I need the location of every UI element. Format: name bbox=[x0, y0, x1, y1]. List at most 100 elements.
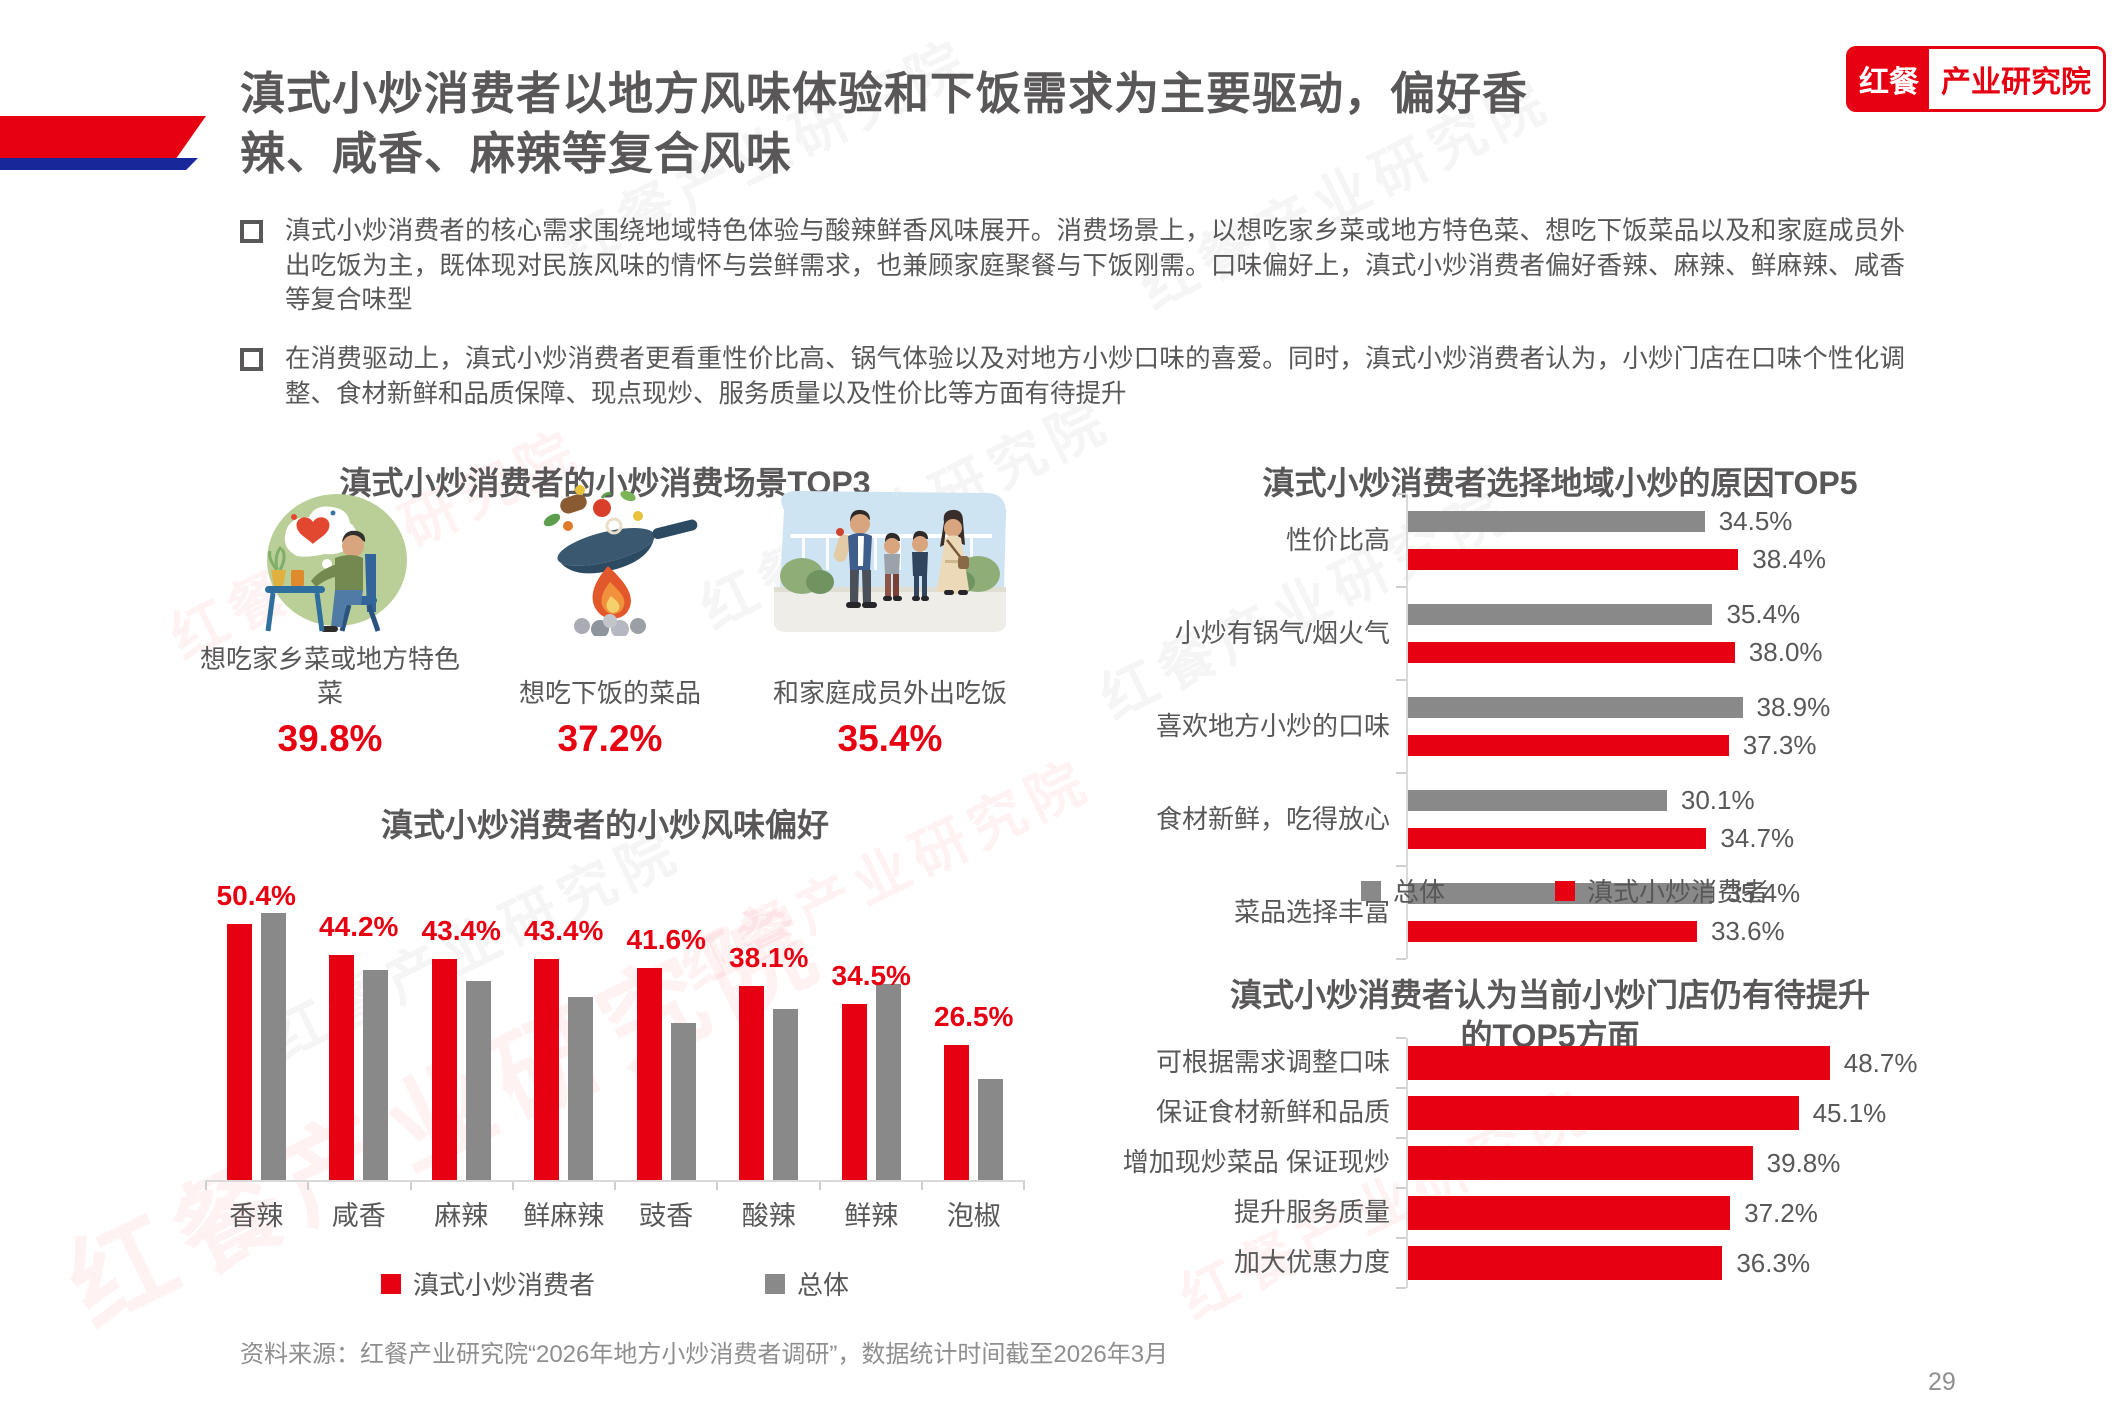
bar-滇式小炒消费者 bbox=[226, 923, 252, 1180]
chart-category-row: 保证食材新鲜和品质 45.1% bbox=[1105, 1087, 2025, 1138]
category-label: 小炒有锅气/烟火气 bbox=[1174, 617, 1390, 648]
category-bars: 45.1% bbox=[1396, 1087, 2025, 1138]
bar-value-label: 38.4% bbox=[1752, 544, 1826, 574]
bar-line: 33.6% bbox=[1408, 916, 2025, 947]
bar-line: 37.2% bbox=[1408, 1196, 2025, 1230]
data-source-note: 资料来源：红餐产业研究院“2026年地方小炒消费者调研”，数据统计时间截至202… bbox=[240, 1341, 1169, 1368]
bar-滇式小炒消费者 bbox=[1408, 735, 1729, 756]
category-label: 加大优惠力度 bbox=[1233, 1247, 1390, 1278]
flavor-bar-group: 44.2% bbox=[308, 888, 411, 1180]
category-label: 喜欢地方小炒的口味 bbox=[1155, 710, 1390, 741]
bar-line: 38.9% bbox=[1408, 692, 2025, 723]
bar-总体 bbox=[1408, 604, 1713, 625]
flavor-bar-group: 41.6% bbox=[615, 888, 718, 1180]
axis-tick bbox=[409, 1182, 412, 1190]
bar-总体 bbox=[363, 970, 389, 1180]
legend-color-swatch bbox=[1360, 880, 1381, 901]
scene-card-rice-dish: 想吃下饭的菜品 37.2% bbox=[470, 484, 750, 760]
flavor-bar-group: 38.1% bbox=[718, 888, 821, 1180]
bar-总体 bbox=[670, 1022, 696, 1180]
scene-label: 想吃下饭的菜品 bbox=[518, 677, 701, 708]
flavor-chart-categories: 香辣 咸香 麻辣 鲜麻辣 豉香 酸辣 鲜辣 泡椒 bbox=[205, 1194, 1025, 1233]
bar-value-label: 39.8% bbox=[1766, 1147, 1841, 1178]
bar-value-label: 41.6% bbox=[626, 924, 706, 956]
improve-chart: 可根据需求调整口味 48.7% 保证食材新鲜和品质 45.1% 增加现炒菜品 保证现炒 3… bbox=[1105, 1037, 2025, 1289]
flavor-chart-axis-ticks bbox=[205, 1182, 1025, 1190]
category-label: 增加现炒菜品 保证现炒 bbox=[1122, 1147, 1390, 1178]
bar-滇式小炒消费者 bbox=[1408, 1096, 1799, 1130]
category-bars: 37.2% bbox=[1396, 1187, 2025, 1238]
scene-card-hometown: 想吃家乡菜或地方特色菜 39.8% bbox=[190, 484, 470, 760]
header-accent-blue-shape bbox=[0, 158, 198, 170]
chart-category-row: 提升服务质量 37.2% bbox=[1105, 1187, 2025, 1238]
reasons-chart: 性价比高 34.5% 38.4% 小炒有锅气/烟火气 35.4% 38.0% 喜欢地方小炒的… bbox=[1105, 493, 2025, 960]
bar-总体 bbox=[1408, 511, 1705, 532]
axis-tick bbox=[1023, 1182, 1025, 1190]
brand-logo-mark: 红餐 bbox=[1849, 49, 1929, 109]
bar-滇式小炒消费者 bbox=[636, 968, 662, 1180]
scene-label: 和家庭成员外出吃饭 bbox=[772, 677, 1007, 708]
flavor-bar-group: 50.4% bbox=[205, 880, 308, 1180]
bar-value-label: 45.1% bbox=[1812, 1097, 1887, 1128]
bar-line: 35.4% bbox=[1408, 599, 2025, 630]
axis-tick bbox=[716, 1182, 719, 1190]
legend-item: 总体 bbox=[1360, 872, 1445, 909]
axis-tick bbox=[511, 1182, 514, 1190]
bar-pair bbox=[431, 959, 491, 1180]
chart-category-row: 可根据需求调整口味 48.7% bbox=[1105, 1037, 2025, 1088]
bar-总体 bbox=[465, 981, 491, 1180]
bar-line: 39.8% bbox=[1408, 1146, 2025, 1180]
flavor-bar-group: 26.5% bbox=[923, 888, 1026, 1180]
category-label: 食材新鲜，吃得放心 bbox=[1155, 803, 1390, 834]
bar-滇式小炒消费者 bbox=[739, 986, 765, 1180]
bar-value-label: 34.5% bbox=[831, 960, 911, 992]
category-label: 酸辣 bbox=[741, 1201, 796, 1231]
reasons-chart-legend: 总体 滇式小炒消费者 bbox=[1105, 872, 2025, 909]
bar-line: 34.7% bbox=[1408, 823, 2025, 854]
bar-value-label: 43.4% bbox=[421, 915, 501, 947]
chart-category-row: 喜欢地方小炒的口味 38.9% 37.3% bbox=[1105, 679, 2025, 773]
bar-滇式小炒消费者 bbox=[944, 1045, 970, 1180]
bar-滇式小炒消费者 bbox=[1408, 1196, 1731, 1230]
scene-value: 37.2% bbox=[557, 718, 663, 759]
axis-tick bbox=[920, 1182, 923, 1190]
bar-总体 bbox=[568, 996, 594, 1180]
chart-category-row: 增加现炒菜品 保证现炒 39.8% bbox=[1105, 1137, 2025, 1188]
category-label: 泡椒 bbox=[946, 1201, 1001, 1231]
bar-pair bbox=[944, 1045, 1004, 1180]
scenes-top3: 想吃家乡菜或地方特色菜 39.8% bbox=[190, 484, 1030, 760]
person-missing-hometown-food-illustration bbox=[237, 484, 423, 636]
bar-滇式小炒消费者 bbox=[841, 1004, 867, 1180]
bar-value-label: 48.7% bbox=[1843, 1047, 1918, 1078]
category-bars: 34.5% 38.4% bbox=[1396, 493, 2025, 587]
category-label: 提升服务质量 bbox=[1233, 1197, 1390, 1228]
category-bars: 30.1% 34.7% bbox=[1396, 772, 2025, 866]
summary-bullets: 滇式小炒消费者的核心需求围绕地域特色体验与酸辣鲜香风味展开。消费场景上，以想吃家… bbox=[240, 214, 1905, 411]
bar-value-label: 34.7% bbox=[1720, 823, 1795, 853]
scene-card-family: 和家庭成员外出吃饭 35.4% bbox=[750, 484, 1030, 760]
bar-pair bbox=[636, 968, 696, 1180]
axis-tick bbox=[614, 1182, 616, 1190]
category-label: 可根据需求调整口味 bbox=[1155, 1047, 1390, 1078]
bar-总体 bbox=[875, 984, 901, 1180]
bar-滇式小炒消费者 bbox=[431, 959, 457, 1180]
flavor-chart-legend: 滇式小炒消费者 总体 bbox=[205, 1265, 1025, 1302]
flavor-chart: 50.4% 44.2% 43.4% 43.4% 41.6% 38.1% 34.5% 26.5%… bbox=[205, 880, 1026, 1302]
wok-over-fire-illustration bbox=[510, 484, 710, 636]
axis-tick bbox=[307, 1182, 310, 1190]
bar-value-label: 38.0% bbox=[1748, 637, 1823, 667]
bar-value-label: 50.4% bbox=[216, 879, 296, 911]
bullet-item: 在消费驱动上，滇式小炒消费者更看重性价比高、锅气体验以及对地方小炒口味的喜爱。同… bbox=[240, 342, 1905, 411]
bar-滇式小炒消费者 bbox=[329, 955, 355, 1180]
flavor-chart-plot: 50.4% 44.2% 43.4% 43.4% 41.6% 38.1% 34.5% 26.5% bbox=[205, 880, 1026, 1182]
bar-pair bbox=[841, 984, 901, 1180]
bar-滇式小炒消费者 bbox=[1408, 1046, 1830, 1080]
axis-tick bbox=[818, 1182, 821, 1190]
header-accent-red-shape bbox=[0, 116, 206, 160]
bullet-text: 滇式小炒消费者的核心需求围绕地域特色体验与酸辣鲜香风味展开。消费场景上，以想吃家… bbox=[285, 217, 1905, 315]
bar-value-label: 35.4% bbox=[1726, 599, 1801, 629]
bar-value-label: 43.4% bbox=[524, 915, 604, 947]
bar-line: 30.1% bbox=[1408, 785, 2025, 816]
legend-label: 总体 bbox=[797, 1270, 850, 1300]
